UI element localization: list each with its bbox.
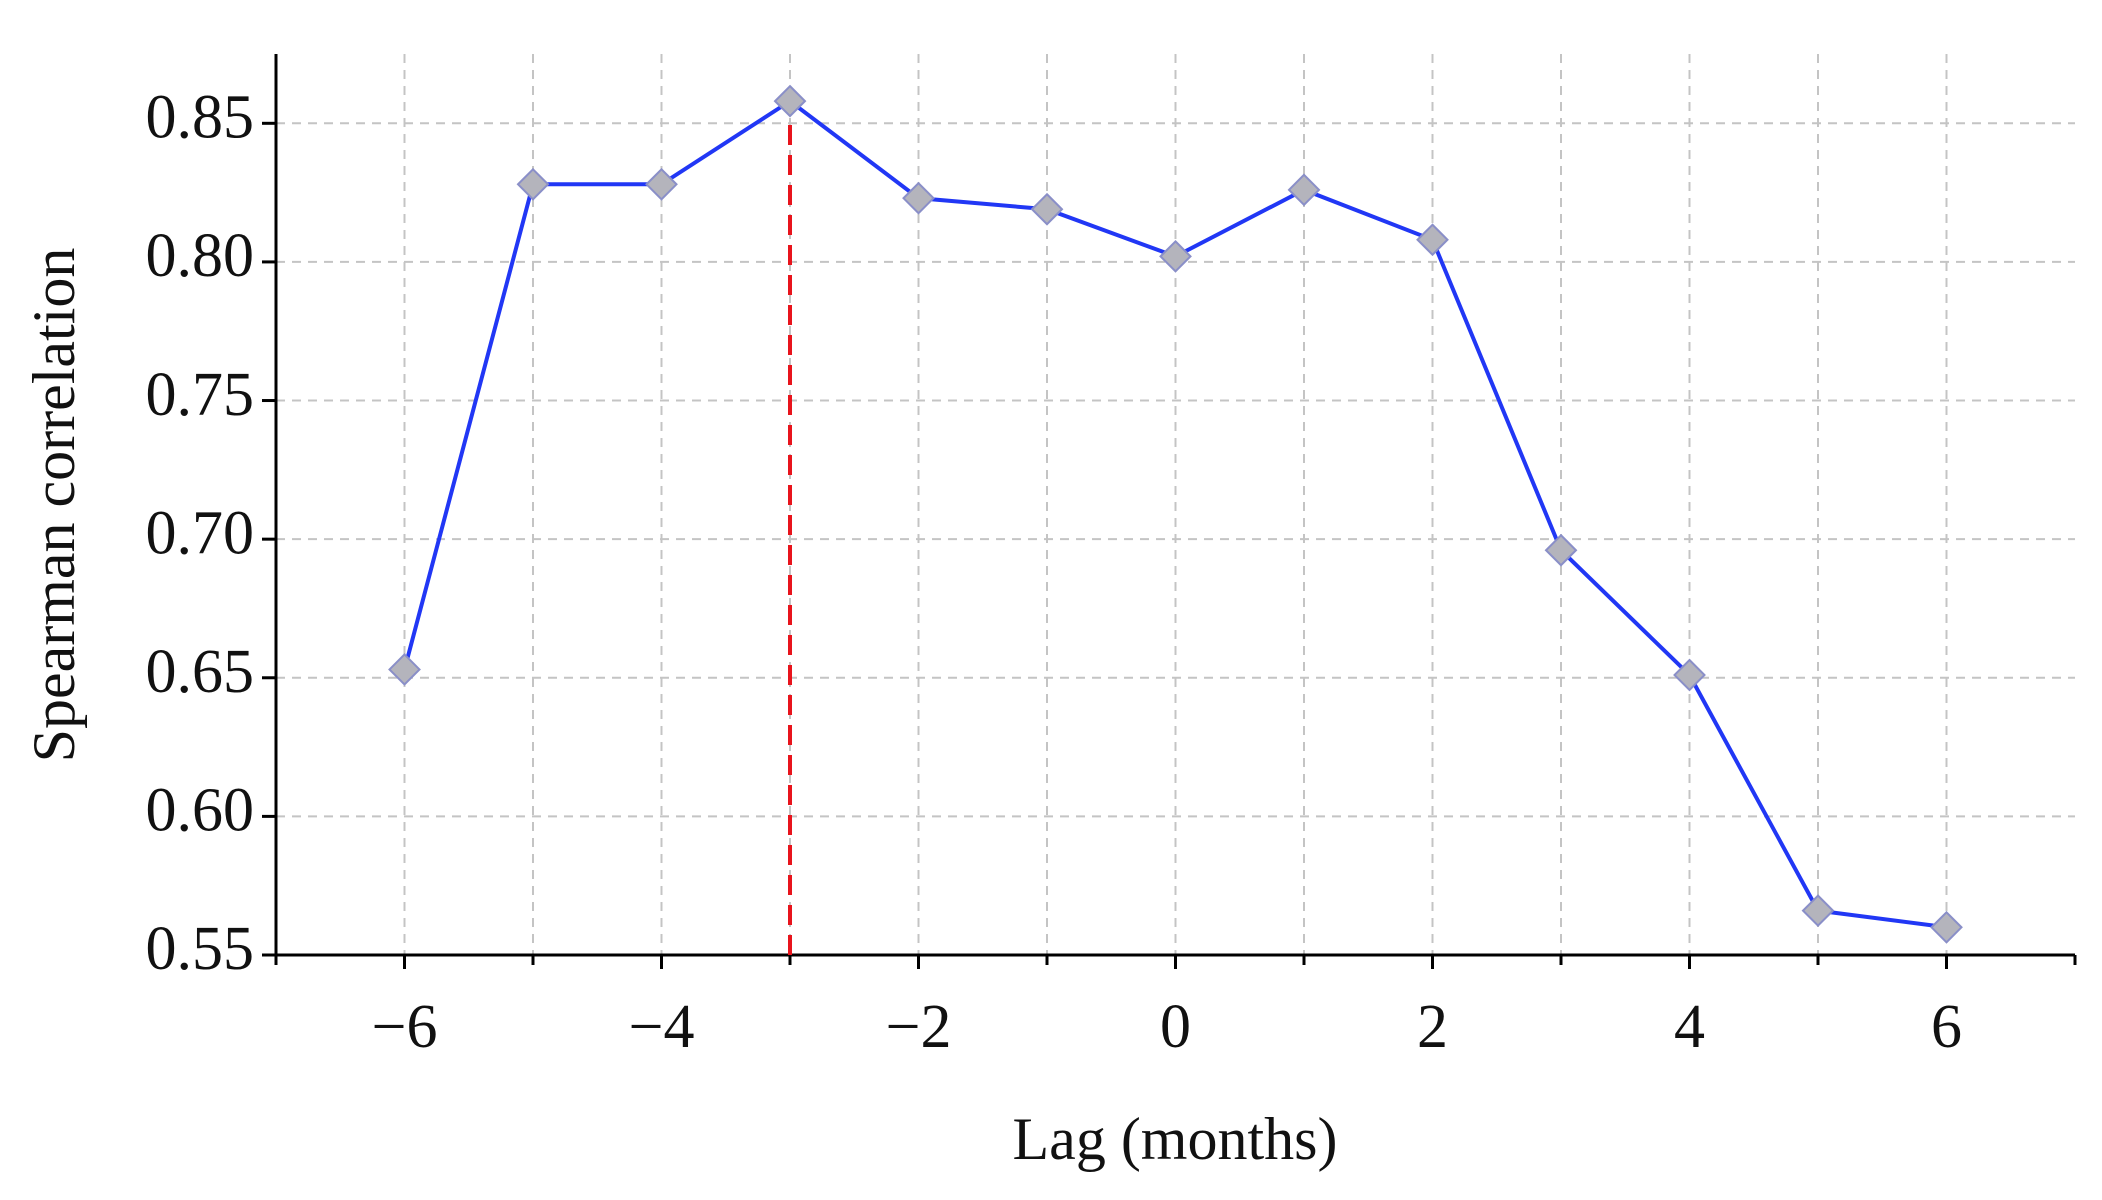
- x-axis-label: Lag (months): [1013, 1106, 1338, 1172]
- y-tick-label: 0.75: [146, 361, 255, 429]
- y-tick-label: 0.65: [146, 638, 255, 706]
- data-point: [1030, 192, 1064, 226]
- y-tick-label: 0.55: [146, 915, 255, 983]
- data-point: [1416, 223, 1449, 257]
- x-tick-label: −6: [372, 993, 438, 1061]
- x-tick-label: 0: [1160, 993, 1191, 1061]
- data-point: [1673, 658, 1706, 692]
- x-tick-label: 4: [1674, 993, 1705, 1061]
- x-tick-label: −2: [886, 993, 952, 1061]
- y-tick-label: 0.80: [146, 222, 255, 290]
- data-point: [1801, 894, 1835, 928]
- data-point: [902, 181, 935, 215]
- data-point: [1930, 910, 1963, 944]
- x-tick-label: 6: [1931, 993, 1962, 1061]
- data-point: [773, 84, 807, 118]
- data-point: [388, 653, 421, 686]
- y-axis-label: Spearman correlation: [21, 248, 87, 763]
- x-tick-label: −4: [629, 993, 695, 1061]
- data-point: [516, 167, 550, 201]
- data-line: [402, 98, 1947, 930]
- y-tick-label: 0.85: [146, 84, 255, 152]
- data-point: [1544, 533, 1578, 567]
- y-tick-label: 0.60: [146, 777, 255, 845]
- data-point: [1159, 239, 1192, 273]
- data-point: [645, 167, 678, 201]
- y-tick-label: 0.70: [146, 499, 255, 567]
- x-tick-label: 2: [1417, 993, 1448, 1061]
- data-point: [1287, 173, 1321, 207]
